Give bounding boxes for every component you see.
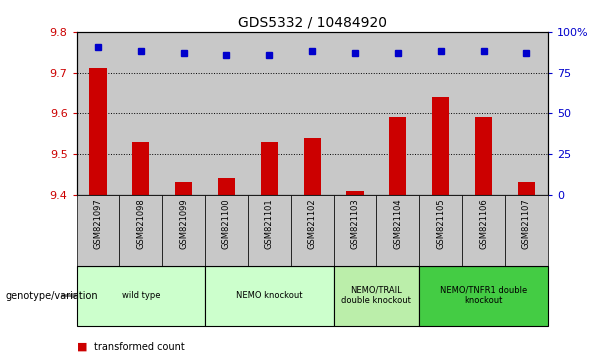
Text: GSM821102: GSM821102 [307,198,317,249]
Bar [120,195,162,266]
Text: NEMO/TNFR1 double
knockout: NEMO/TNFR1 double knockout [440,286,527,305]
Bar [218,178,235,195]
Text: NEMO/TRAIL
double knockout: NEMO/TRAIL double knockout [342,286,411,305]
Bar [419,32,462,195]
Bar [518,183,535,195]
Text: transformed count: transformed count [94,342,185,352]
Bar [120,32,162,195]
Text: ■: ■ [77,342,87,352]
Title: GDS5332 / 10484920: GDS5332 / 10484920 [238,15,386,29]
Bar [77,32,120,195]
Bar [333,32,376,195]
Bar [419,266,548,326]
Text: GSM821097: GSM821097 [94,198,102,249]
Text: GSM821104: GSM821104 [393,198,402,249]
Text: GSM821106: GSM821106 [479,198,488,249]
Text: GSM821105: GSM821105 [436,198,445,249]
Bar [175,183,192,195]
Bar [462,195,505,266]
Bar [90,68,107,195]
Text: GSM821100: GSM821100 [222,198,231,249]
Bar [133,142,150,195]
Bar [333,195,376,266]
Text: GSM821101: GSM821101 [265,198,274,249]
Text: GSM821103: GSM821103 [350,198,359,249]
Bar [432,97,449,195]
Bar [462,32,505,195]
Bar [376,32,419,195]
Bar [248,195,291,266]
Bar [162,195,205,266]
Bar [291,195,333,266]
Bar [333,266,419,326]
Bar [205,32,248,195]
Text: NEMO knockout: NEMO knockout [236,291,303,300]
Bar [505,32,548,195]
Bar [77,195,120,266]
Bar [505,195,548,266]
Bar [376,195,419,266]
Text: GSM821098: GSM821098 [136,198,145,249]
Bar [291,32,333,195]
Bar [303,138,321,195]
Text: wild type: wild type [121,291,160,300]
Text: GSM821107: GSM821107 [522,198,531,249]
Bar [346,190,363,195]
Bar [205,266,333,326]
Bar [475,118,492,195]
Bar [77,266,205,326]
Bar [419,195,462,266]
Bar [248,32,291,195]
Bar [162,32,205,195]
Text: GSM821099: GSM821099 [179,198,188,249]
Bar [389,118,406,195]
Text: genotype/variation: genotype/variation [6,291,98,301]
Bar [261,142,278,195]
Bar [205,195,248,266]
